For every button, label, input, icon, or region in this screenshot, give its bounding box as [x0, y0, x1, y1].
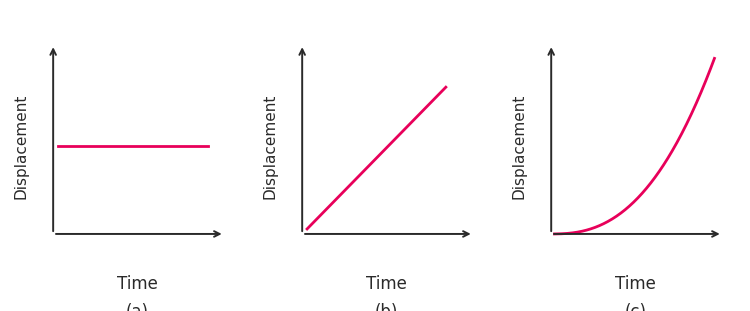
Text: Displacement: Displacement: [512, 94, 526, 199]
Text: Displacement: Displacement: [13, 94, 28, 199]
Text: Time: Time: [615, 275, 656, 293]
Text: Time: Time: [366, 275, 407, 293]
Text: (b): (b): [374, 303, 398, 311]
Text: (a): (a): [126, 303, 148, 311]
Text: Displacement: Displacement: [262, 94, 278, 199]
Text: (c): (c): [624, 303, 646, 311]
Text: Time: Time: [117, 275, 158, 293]
